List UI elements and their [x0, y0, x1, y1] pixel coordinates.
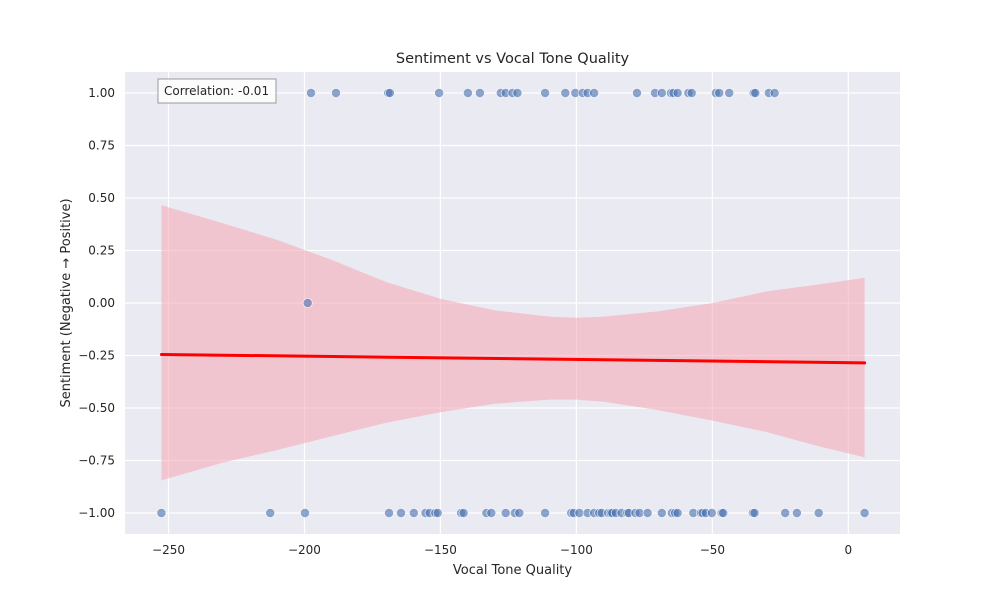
confidence-band: [161, 205, 865, 481]
scatter-point: [305, 88, 316, 99]
data-points: [156, 88, 870, 518]
scatter-point: [642, 507, 653, 518]
scatter-point: [750, 88, 761, 99]
scatter-point: [859, 507, 870, 518]
scatter-point: [434, 88, 445, 99]
scatter-point: [395, 507, 406, 518]
y-axis-ticks: 1.00 0.75 0.50 0.25 0.00 −0.25 −0.50 −0.75 −1.00: [78, 86, 115, 520]
scatter-point: [265, 507, 276, 518]
scatter-point: [486, 507, 497, 518]
scatter-point: [749, 507, 760, 518]
x-tick-label: 0: [845, 543, 853, 557]
confidence-band-group: [161, 205, 865, 481]
scatter-point: [474, 88, 485, 99]
scatter-point: [432, 507, 443, 518]
scatter-point: [780, 507, 791, 518]
scatter-point: [560, 88, 571, 99]
annotation-box: [157, 78, 277, 104]
y-tick-label: 1.00: [88, 86, 115, 100]
regression-line: [159, 352, 867, 365]
scatter-point: [672, 507, 683, 518]
scatter-point: [156, 507, 167, 518]
scatter-point: [408, 507, 419, 518]
scatter-point: [791, 507, 802, 518]
scatter-point: [458, 507, 469, 518]
x-axis-label: Vocal Tone Quality: [453, 563, 573, 578]
y-tick-label: −0.75: [78, 454, 115, 468]
scatter-point: [540, 88, 551, 99]
scatter-point: [462, 88, 473, 99]
scatter-point: [656, 507, 667, 518]
y-tick-label: −0.25: [78, 349, 115, 363]
scatter-point: [302, 297, 313, 308]
y-tick-label: −1.00: [78, 506, 115, 520]
scatter-point: [672, 88, 683, 99]
scatter-point: [514, 507, 525, 518]
regression-line-group: [159, 352, 867, 365]
scatter-point: [718, 507, 729, 518]
y-tick-label: 0.25: [88, 244, 115, 258]
scatter-point: [724, 88, 735, 99]
scatter-point: [769, 88, 780, 99]
x-tick-label: −200: [288, 543, 321, 557]
scatter-point: [512, 88, 523, 99]
scatter-point: [330, 88, 341, 99]
scatter-point: [383, 507, 394, 518]
x-tick-label: −100: [560, 543, 593, 557]
scatter-point: [686, 88, 697, 99]
scatter-point: [706, 507, 717, 518]
scatter-point: [589, 88, 600, 99]
x-tick-label: −250: [152, 543, 185, 557]
y-tick-label: 0.00: [88, 296, 115, 310]
scatter-point: [299, 507, 310, 518]
y-tick-label: 0.50: [88, 191, 115, 205]
scatter-point: [714, 88, 725, 99]
scatter-point: [384, 88, 395, 99]
y-tick-label: 0.75: [88, 139, 115, 153]
x-axis-ticks: −250 −200 −150 −100 −50 0: [152, 543, 852, 557]
scatter-point: [813, 507, 824, 518]
scatter-point: [500, 507, 511, 518]
scatter-point: [632, 88, 643, 99]
scatter-point: [656, 88, 667, 99]
scatter-point: [540, 507, 551, 518]
x-tick-label: −50: [700, 543, 725, 557]
chart-title: Sentiment vs Vocal Tone Quality: [396, 51, 630, 67]
correlation-annotation: Correlation: -0.01: [157, 78, 277, 104]
x-tick-label: −150: [424, 543, 457, 557]
y-axis-label: Sentiment (Negative → Positive): [59, 198, 74, 407]
annotation-text: Correlation: -0.01: [164, 84, 269, 98]
y-tick-label: −0.50: [78, 401, 115, 415]
